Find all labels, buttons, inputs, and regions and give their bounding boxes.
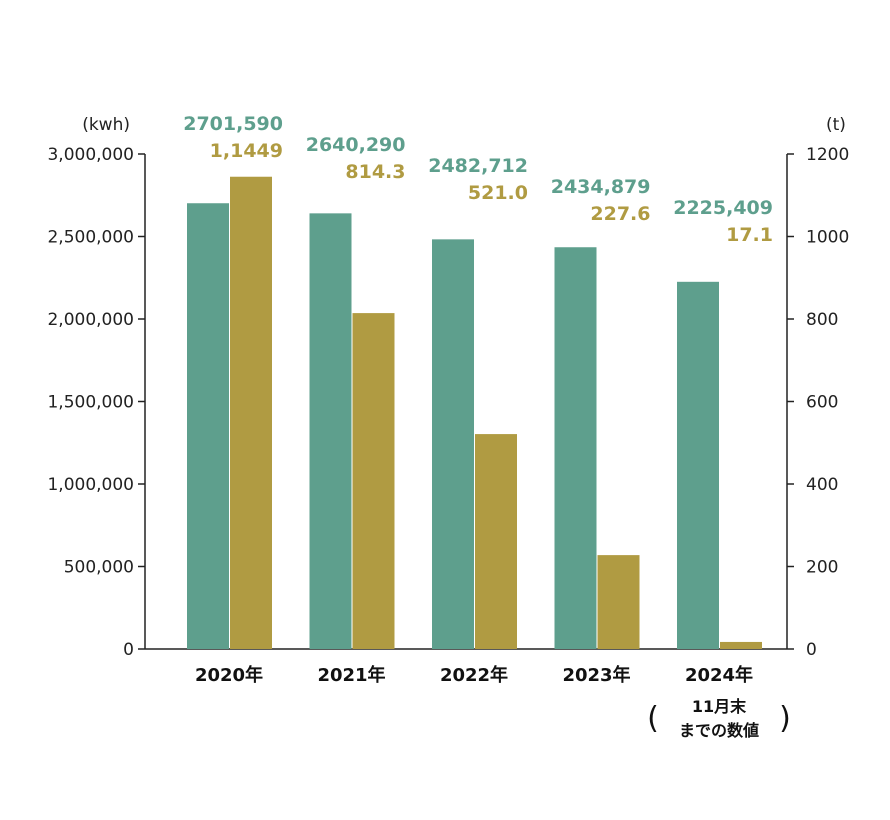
data-label-tonnes: 814.3 [345, 161, 405, 183]
right-tick-label: 1200 [806, 145, 849, 165]
data-label-tonnes: 17.1 [726, 224, 773, 246]
category-label: 2023年 [562, 664, 630, 686]
left-tick-label: 3,000,000 [47, 145, 134, 165]
left-tick-label: 2,000,000 [47, 310, 134, 330]
bar-kwh [432, 239, 474, 649]
right-tick-label: 0 [806, 640, 817, 660]
bar-tonnes [352, 313, 395, 649]
category-label: 2022年 [440, 664, 508, 686]
left-axis-unit: (kwh) [82, 115, 130, 135]
data-label-tonnes: 1,1449 [210, 140, 283, 162]
data-label-tonnes: 521.0 [468, 182, 528, 204]
right-tick-label: 200 [806, 558, 838, 578]
data-label-tonnes: 227.6 [590, 203, 650, 225]
left-tick-label: 0 [123, 640, 134, 660]
data-label-kwh: 2482,712 [428, 155, 528, 177]
note-line-2: までの数値 [679, 721, 759, 740]
bar-kwh [677, 281, 719, 649]
note-paren-close: ) [779, 701, 791, 736]
bar-kwh [187, 203, 229, 649]
data-labels: 2701,590 1,1449 2640,290 814.3 2482,712 521.0… [183, 113, 773, 246]
data-label-kwh: 2701,590 [183, 113, 283, 135]
category-label: 2020年 [195, 664, 263, 686]
bar-kwh [309, 213, 352, 649]
data-label-kwh: 2434,879 [551, 176, 651, 198]
left-tick-label: 1,000,000 [47, 475, 134, 495]
right-tick-label: 1000 [806, 228, 849, 248]
data-label-kwh: 2225,409 [673, 197, 773, 219]
category-label: 2024年 [685, 664, 753, 686]
right-axis-unit: (t) [826, 115, 846, 135]
right-tick-label: 800 [806, 310, 838, 330]
left-tick-label: 500,000 [64, 558, 134, 578]
bar-kwh [554, 247, 597, 649]
note-paren-open: ( [647, 701, 659, 736]
bar-tonnes [475, 434, 517, 649]
bars [187, 176, 762, 649]
left-tick-label: 1,500,000 [47, 393, 134, 413]
category-label: 2021年 [317, 664, 385, 686]
category-labels: 2020年 2021年 2022年 2023年 2024年 [195, 664, 753, 686]
left-tick-label: 2,500,000 [47, 228, 134, 248]
bar-tonnes [597, 555, 640, 649]
note-line-1: 11月末 [692, 697, 747, 716]
bar-tonnes [230, 176, 272, 649]
right-tick-label: 600 [806, 393, 838, 413]
data-label-kwh: 2640,290 [306, 134, 406, 156]
axes: 0 500,000 1,000,000 1,500,000 2,000,000 2,500… [47, 145, 849, 660]
bar-tonnes [720, 641, 762, 649]
right-tick-label: 400 [806, 475, 838, 495]
